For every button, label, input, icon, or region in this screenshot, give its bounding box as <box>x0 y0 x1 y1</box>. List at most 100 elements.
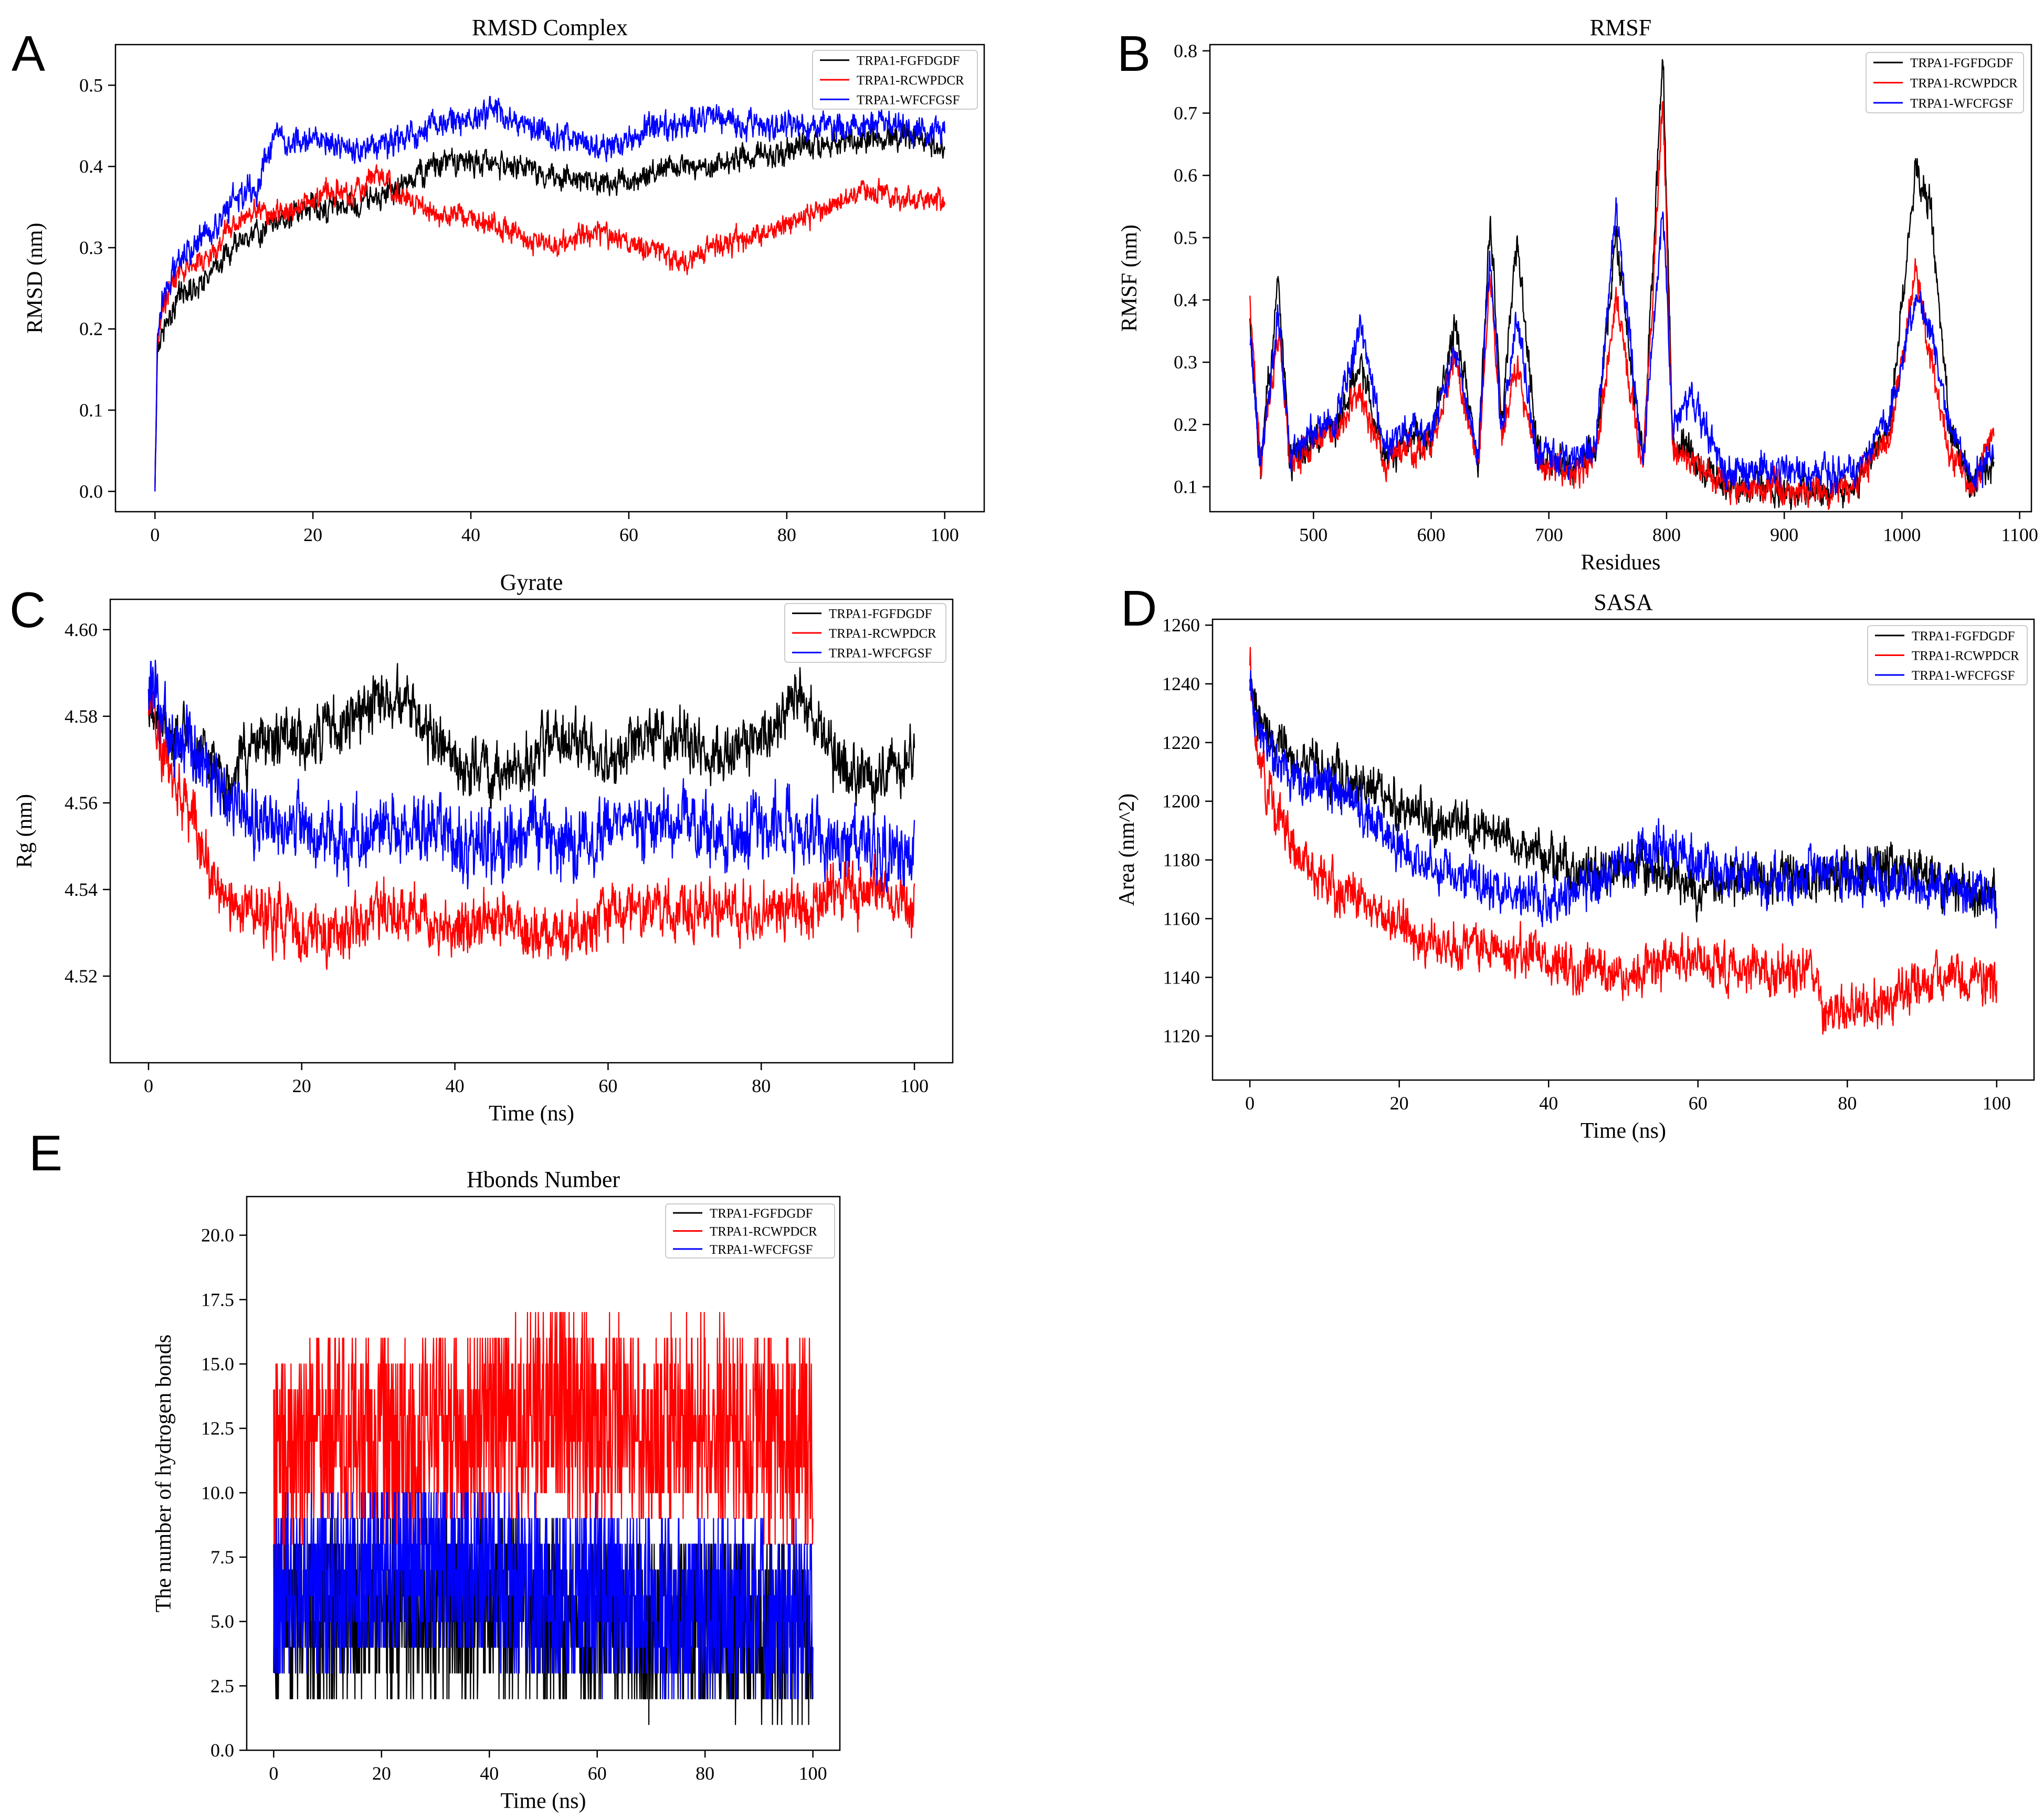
legend-label: TRPA1-RCWPDCR <box>829 627 936 641</box>
panel-e: E Hbonds Number 0 20 40 60 80 100 0.0 2.5 5.0 7.5 10… <box>29 1125 841 1813</box>
y-tick-label: 0.3 <box>1174 352 1197 373</box>
x-tick-label: 60 <box>598 1075 617 1096</box>
x-tick-label: 60 <box>1689 1093 1708 1114</box>
x-tick-label: 20 <box>303 524 322 545</box>
legend-label: TRPA1-WFCFGSF <box>710 1243 813 1257</box>
legend-box <box>665 1203 835 1259</box>
x-tick-label: 1000 <box>1883 524 1921 545</box>
legend-label: TRPA1-FGFDGDF <box>710 1207 813 1221</box>
y-tick-label: 1200 <box>1162 791 1200 812</box>
x-axis-label: Time (ns) <box>489 1102 574 1126</box>
series-line-1 <box>154 120 945 492</box>
series-line-2 <box>1249 101 1995 510</box>
legend-label: TRPA1-FGFDGDF <box>1912 629 2015 643</box>
legend-box <box>812 50 978 110</box>
y-tick-label: 15.0 <box>201 1353 234 1374</box>
series-line-2 <box>1249 647 1998 1035</box>
x-tick-label: 80 <box>696 1763 714 1784</box>
x-tick-label: 0 <box>150 524 160 545</box>
plot-frame <box>1211 618 2035 1081</box>
x-tick-label: 500 <box>1299 524 1327 545</box>
legend-label: TRPA1-RCWPDCR <box>710 1225 817 1239</box>
y-tick-label: 12.5 <box>201 1418 234 1439</box>
chart-title: Hbonds Number <box>467 1167 620 1192</box>
legend-label: TRPA1-WFCFGSF <box>829 646 932 660</box>
y-tick-label: 7.5 <box>210 1547 234 1568</box>
panel-label: A <box>12 26 45 82</box>
legend: TRPA1-FGFDGDF TRPA1-RCWPDCR TRPA1-WFCFGSF <box>665 1203 835 1259</box>
y-axis-label: Rg (nm) <box>13 794 37 868</box>
x-tick-label: 60 <box>619 524 638 545</box>
panel-d: D SASA 0 20 40 60 80 100 1120 1140 1160 1180 1200 122… <box>1115 580 2035 1143</box>
y-tick-label: 1240 <box>1162 673 1200 694</box>
y-tick-label: 0.2 <box>79 319 103 340</box>
y-tick-label: 4.52 <box>65 966 98 987</box>
x-tick-label: 20 <box>372 1763 391 1784</box>
series-line-3 <box>1249 670 1998 929</box>
plot-frame <box>114 44 985 513</box>
plot-frame <box>1209 44 2032 513</box>
x-tick-label: 40 <box>446 1075 465 1096</box>
y-tick-label: 17.5 <box>201 1289 234 1310</box>
x-tick-label: 900 <box>1770 524 1798 545</box>
y-tick-label: 20.0 <box>201 1225 234 1246</box>
x-tick-label: 80 <box>1838 1093 1857 1114</box>
y-tick-label: 0.5 <box>1174 227 1197 248</box>
x-tick-label: 100 <box>900 1075 929 1096</box>
x-tick-label: 80 <box>752 1075 771 1096</box>
y-tick-label: 2.5 <box>210 1675 234 1696</box>
legend-box <box>1866 52 2024 113</box>
x-tick-label: 100 <box>1983 1093 2011 1114</box>
legend: TRPA1-FGFDGDF TRPA1-RCWPDCR TRPA1-WFCFGSF <box>1866 52 2024 113</box>
panel-label: C <box>9 582 46 638</box>
x-tick-label: 40 <box>461 524 480 545</box>
y-tick-label: 0.7 <box>1174 103 1197 124</box>
legend-label: TRPA1-WFCFGSF <box>1912 669 2015 683</box>
legend: TRPA1-FGFDGDF TRPA1-RCWPDCR TRPA1-WFCFGSF <box>1867 625 2028 685</box>
y-tick-label: 0.3 <box>79 237 103 258</box>
y-axis-label: The number of hydrogen bonds <box>152 1335 176 1613</box>
y-tick-label: 0.2 <box>1174 414 1197 435</box>
series-line-3 <box>1249 197 1995 495</box>
y-tick-label: 4.58 <box>65 706 98 727</box>
y-tick-label: 1140 <box>1163 967 1200 988</box>
series-line-2 <box>154 164 945 492</box>
chart-title: Gyrate <box>500 569 563 595</box>
y-tick-label: 0.4 <box>1174 290 1197 311</box>
x-tick-label: 20 <box>1390 1093 1409 1114</box>
legend-label: TRPA1-RCWPDCR <box>1912 649 2019 663</box>
panel-label: D <box>1121 580 1157 637</box>
chart-title: RMSF <box>1590 15 1651 40</box>
x-axis-label: Residues <box>1581 551 1661 575</box>
x-tick-label: 40 <box>1539 1093 1558 1114</box>
x-tick-label: 0 <box>269 1763 278 1784</box>
legend-label: TRPA1-WFCFGSF <box>1910 97 2013 111</box>
x-tick-label: 1100 <box>2001 524 2038 545</box>
y-tick-label: 10.0 <box>201 1482 234 1503</box>
x-tick-label: 600 <box>1417 524 1446 545</box>
x-axis-label: Time (ns) <box>1581 1119 1666 1143</box>
x-tick-label: 20 <box>292 1075 311 1096</box>
y-tick-label: 0.8 <box>1174 40 1197 61</box>
x-tick-label: 0 <box>1245 1093 1255 1114</box>
legend-box <box>1867 625 2028 685</box>
y-tick-label: 5.0 <box>210 1611 234 1632</box>
y-tick-label: 1220 <box>1162 732 1200 753</box>
legend-label: TRPA1-FGFDGDF <box>1910 56 2013 70</box>
x-tick-label: 700 <box>1535 524 1563 545</box>
chart-title: RMSD Complex <box>472 15 628 40</box>
series-line-2 <box>273 1312 814 1571</box>
series-line-1 <box>147 663 915 816</box>
panel-a: A RMSD Complex 0 20 40 60 80 100 0.0 0.1 0.2 0.3 0.4… <box>12 15 985 545</box>
y-axis-label: RMSD (nm) <box>23 223 47 333</box>
legend-label: TRPA1-WFCFGSF <box>857 93 960 107</box>
y-axis-label: Area (nm^2) <box>1115 794 1139 906</box>
x-tick-label: 0 <box>144 1075 153 1096</box>
legend-box <box>784 603 946 663</box>
legend-label: TRPA1-FGFDGDF <box>829 607 932 621</box>
x-axis-label: Time (ns) <box>501 1789 586 1813</box>
chart-title: SASA <box>1594 589 1653 615</box>
x-tick-label: 100 <box>799 1763 827 1784</box>
x-tick-label: 60 <box>588 1763 607 1784</box>
panel-label: B <box>1117 26 1151 82</box>
